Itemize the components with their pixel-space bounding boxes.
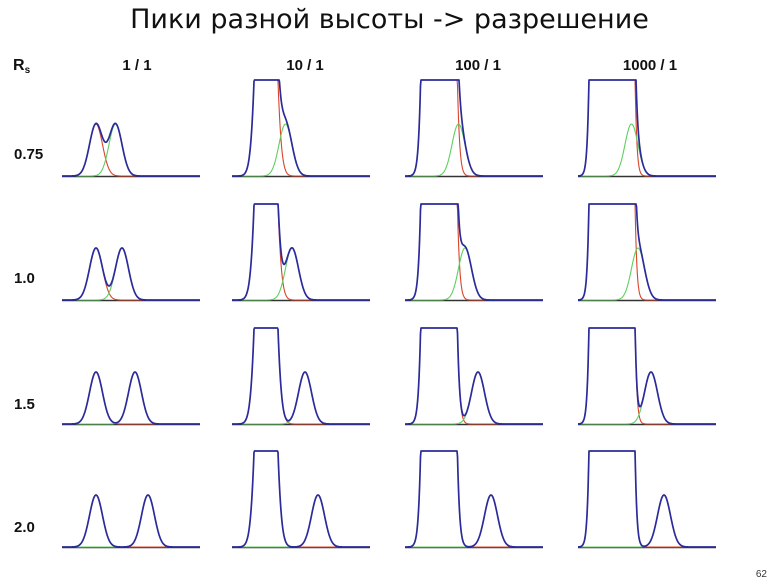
sum-curve-rs-1-0-ratio-1 [61, 247, 201, 301]
peak-a-curve-rs-1-0-ratio-1000 [577, 203, 717, 301]
sum-curve-rs-1-0-ratio-100 [404, 203, 544, 301]
peak-b-curve-rs-1-0-ratio-1000 [577, 247, 717, 301]
peak-a-curve-rs-0-75-ratio-1000 [577, 79, 717, 177]
sum-curve-rs-2-0-ratio-10 [231, 450, 371, 548]
column-header-10-1: 10 / 1 [286, 57, 324, 74]
peak-a-curve-rs-0-75-ratio-100 [404, 79, 544, 177]
peak-b-curve-rs-2-0-ratio-10 [231, 494, 371, 548]
peak-b-curve-rs-0-75-ratio-1000 [577, 123, 717, 177]
row-label-2-0: 2.0 [14, 519, 35, 536]
sum-curve-rs-2-0-ratio-100 [404, 450, 544, 548]
peak-b-curve-rs-1-0-ratio-100 [404, 247, 544, 301]
sum-curve-rs-2-0-ratio-1000 [577, 450, 717, 548]
peak-a-curve-rs-1-5-ratio-100 [404, 327, 544, 425]
sum-curve-rs-0-75-ratio-1 [61, 122, 201, 177]
sum-curve-rs-1-5-ratio-1 [61, 371, 201, 425]
row-label-1-5: 1.5 [14, 396, 35, 413]
page-number: 62 [755, 569, 767, 580]
sum-curve-rs-1-0-ratio-10 [231, 203, 371, 301]
sum-curve-rs-1-0-ratio-1000 [577, 203, 717, 301]
column-header-1-1: 1 / 1 [122, 57, 152, 74]
peak-a-curve-rs-1-0-ratio-100 [404, 203, 544, 301]
sum-curve-rs-0-75-ratio-10 [231, 79, 371, 177]
row-label-1-0: 1.0 [14, 270, 35, 287]
peak-b-curve-rs-2-0-ratio-1000 [577, 494, 717, 548]
peak-b-curve-rs-1-0-ratio-10 [231, 247, 371, 301]
peak-b-curve-rs-0-75-ratio-100 [404, 123, 544, 177]
sum-curve-rs-2-0-ratio-1 [61, 494, 201, 548]
peak-b-curve-rs-0-75-ratio-10 [231, 123, 371, 177]
sum-curve-rs-0-75-ratio-1000 [577, 79, 717, 177]
column-header-100-1: 100 / 1 [455, 57, 501, 74]
sum-curve-rs-1-5-ratio-100 [404, 327, 544, 425]
row-label-0-75: 0.75 [14, 146, 44, 163]
peak-a-curve-rs-2-0-ratio-1000 [577, 450, 717, 548]
sum-curve-rs-1-5-ratio-10 [231, 327, 371, 425]
slide-title: Пики разной высоты -> разрешение [130, 4, 649, 35]
peak-a-curve-rs-2-0-ratio-100 [404, 450, 544, 548]
rs-axis-label: Rs [13, 57, 31, 76]
peak-a-curve-rs-1-5-ratio-1000 [577, 327, 717, 425]
peak-b-curve-rs-2-0-ratio-100 [404, 494, 544, 548]
sum-curve-rs-1-5-ratio-1000 [577, 327, 717, 425]
column-header-1000-1: 1000 / 1 [622, 57, 678, 74]
sum-curve-rs-0-75-ratio-100 [404, 79, 544, 177]
